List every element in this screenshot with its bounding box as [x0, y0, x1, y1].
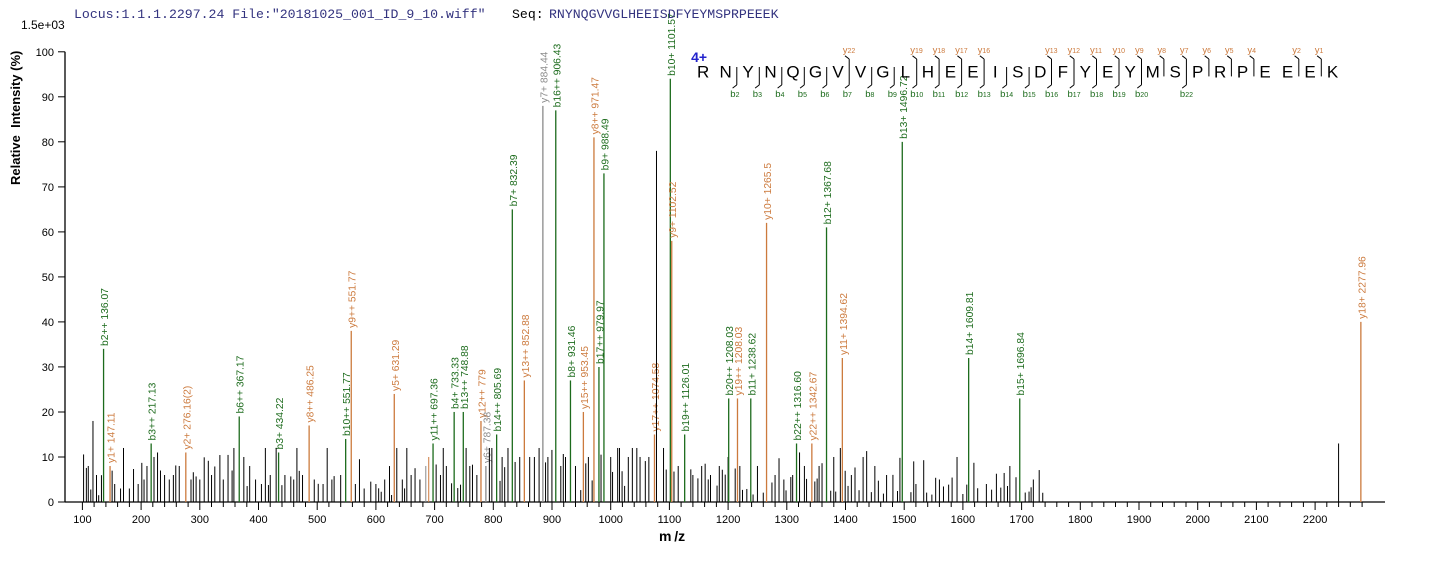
svg-text:b22++ 1316.60: b22++ 1316.60 — [793, 371, 804, 441]
svg-text:1800: 1800 — [1068, 514, 1092, 526]
svg-text:Y: Y — [742, 62, 753, 81]
svg-text:1300: 1300 — [775, 514, 799, 526]
svg-text:y2+ 276.16(2): y2+ 276.16(2) — [182, 386, 193, 450]
svg-text:2100: 2100 — [1244, 514, 1268, 526]
svg-text:V: V — [832, 62, 844, 81]
svg-text:b10+ 1101.57: b10+ 1101.57 — [667, 13, 678, 76]
svg-text:S: S — [1170, 62, 1181, 81]
svg-text:b13++ 748.88: b13++ 748.88 — [460, 345, 471, 409]
svg-text:300: 300 — [191, 514, 209, 526]
svg-text:y18+ 2277.96: y18+ 2277.96 — [1357, 256, 1368, 319]
svg-text:200: 200 — [132, 514, 150, 526]
svg-text:y13++ 852.88: y13++ 852.88 — [521, 314, 532, 377]
svg-text:y9++ 551.77: y9++ 551.77 — [348, 270, 359, 328]
svg-text:2200: 2200 — [1303, 514, 1327, 526]
svg-text:2000: 2000 — [1185, 514, 1209, 526]
svg-text:y7+ 884.44: y7+ 884.44 — [539, 51, 550, 103]
svg-text:y8++ 486.25: y8++ 486.25 — [306, 365, 317, 423]
svg-text:1000: 1000 — [598, 514, 622, 526]
svg-text:1700: 1700 — [1009, 514, 1033, 526]
svg-text:y12++ 779: y12++ 779 — [477, 369, 488, 418]
svg-text:D: D — [1034, 62, 1046, 81]
svg-text:20: 20 — [42, 407, 54, 419]
svg-text:b8+ 931.46: b8+ 931.46 — [567, 325, 578, 377]
svg-text:I: I — [993, 62, 998, 81]
svg-text:1400: 1400 — [833, 514, 857, 526]
svg-text:E: E — [945, 62, 956, 81]
svg-text:b16++ 906.43: b16++ 906.43 — [552, 43, 563, 107]
svg-text:E: E — [1304, 62, 1315, 81]
svg-text:60: 60 — [42, 227, 54, 239]
svg-text:y5+ 631.29: y5+ 631.29 — [391, 339, 402, 391]
svg-text:b2++ 136.07: b2++ 136.07 — [100, 288, 111, 346]
svg-text:H: H — [922, 62, 934, 81]
svg-text:b3+ 434.22: b3+ 434.22 — [275, 397, 286, 449]
svg-text:Q: Q — [786, 62, 799, 81]
svg-text:y11++ 697.36: y11++ 697.36 — [430, 378, 441, 440]
svg-text:G: G — [809, 62, 822, 81]
svg-text:E: E — [1259, 62, 1270, 81]
svg-text:P: P — [1237, 62, 1248, 81]
svg-text:1600: 1600 — [951, 514, 975, 526]
svg-text:b7+ 832.39: b7+ 832.39 — [509, 154, 520, 206]
svg-text:S: S — [1012, 62, 1023, 81]
svg-text:1500: 1500 — [892, 514, 916, 526]
svg-text:10: 10 — [42, 452, 54, 464]
svg-text:N: N — [764, 62, 776, 81]
svg-text:y9+ 1102.52: y9+ 1102.52 — [668, 181, 679, 237]
svg-text:600: 600 — [367, 514, 385, 526]
svg-text:700: 700 — [425, 514, 443, 526]
svg-text:b11+ 1238.62: b11+ 1238.62 — [747, 333, 758, 396]
svg-text:y11+ 1394.62: y11+ 1394.62 — [839, 293, 850, 355]
svg-text:90: 90 — [42, 92, 54, 104]
svg-text:900: 900 — [543, 514, 561, 526]
svg-text:F: F — [1058, 62, 1068, 81]
svg-text:400: 400 — [249, 514, 267, 526]
svg-text:b19++ 1126.01: b19++ 1126.01 — [681, 363, 692, 432]
svg-text:K: K — [1327, 62, 1339, 81]
svg-text:y15++ 953.45: y15++ 953.45 — [580, 346, 591, 409]
svg-text:100: 100 — [73, 514, 91, 526]
svg-text:M: M — [1146, 62, 1160, 81]
svg-text:R: R — [1214, 62, 1226, 81]
svg-text:E: E — [967, 62, 978, 81]
svg-text:b3++ 217.13: b3++ 217.13 — [148, 382, 159, 440]
svg-text:b14+ 1609.81: b14+ 1609.81 — [965, 291, 976, 355]
svg-text:E: E — [1282, 62, 1293, 81]
svg-text:N: N — [719, 62, 731, 81]
svg-text:1100: 1100 — [658, 514, 682, 526]
svg-text:40: 40 — [42, 317, 54, 329]
svg-text:b15+ 1696.84: b15+ 1696.84 — [1016, 332, 1027, 396]
svg-text:L: L — [901, 62, 910, 81]
svg-text:1900: 1900 — [1127, 514, 1151, 526]
svg-text:b6++ 367.17: b6++ 367.17 — [236, 355, 247, 413]
svg-text:1200: 1200 — [716, 514, 740, 526]
svg-text:b9+ 988.49: b9+ 988.49 — [600, 118, 611, 170]
svg-text:b12+ 1367.68: b12+ 1367.68 — [823, 161, 834, 225]
svg-text:50: 50 — [42, 272, 54, 284]
svg-text:E: E — [1102, 62, 1113, 81]
svg-text:30: 30 — [42, 362, 54, 374]
svg-text:G: G — [876, 62, 889, 81]
svg-text:Y: Y — [1080, 62, 1091, 81]
svg-text:100: 100 — [36, 47, 54, 59]
svg-text:800: 800 — [484, 514, 502, 526]
svg-text:80: 80 — [42, 137, 54, 149]
svg-text:500: 500 — [308, 514, 326, 526]
svg-text:Y: Y — [1125, 62, 1136, 81]
svg-text:P: P — [1192, 62, 1203, 81]
svg-text:V: V — [855, 62, 867, 81]
svg-text:b13+ 1496.72: b13+ 1496.72 — [899, 75, 910, 139]
svg-text:y22++ 1342.67: y22++ 1342.67 — [808, 371, 819, 440]
svg-text:y19++ 1208.03: y19++ 1208.03 — [734, 326, 745, 395]
svg-text:70: 70 — [42, 182, 54, 194]
svg-text:y10+ 1265.5: y10+ 1265.5 — [763, 163, 774, 220]
svg-text:0: 0 — [48, 497, 54, 509]
svg-text:R: R — [697, 62, 709, 81]
svg-text:b14++ 805.69: b14++ 805.69 — [493, 368, 504, 432]
svg-text:b17++ 979.97: b17++ 979.97 — [595, 300, 606, 364]
svg-text:y1+ 147.11: y1+ 147.11 — [107, 412, 118, 463]
